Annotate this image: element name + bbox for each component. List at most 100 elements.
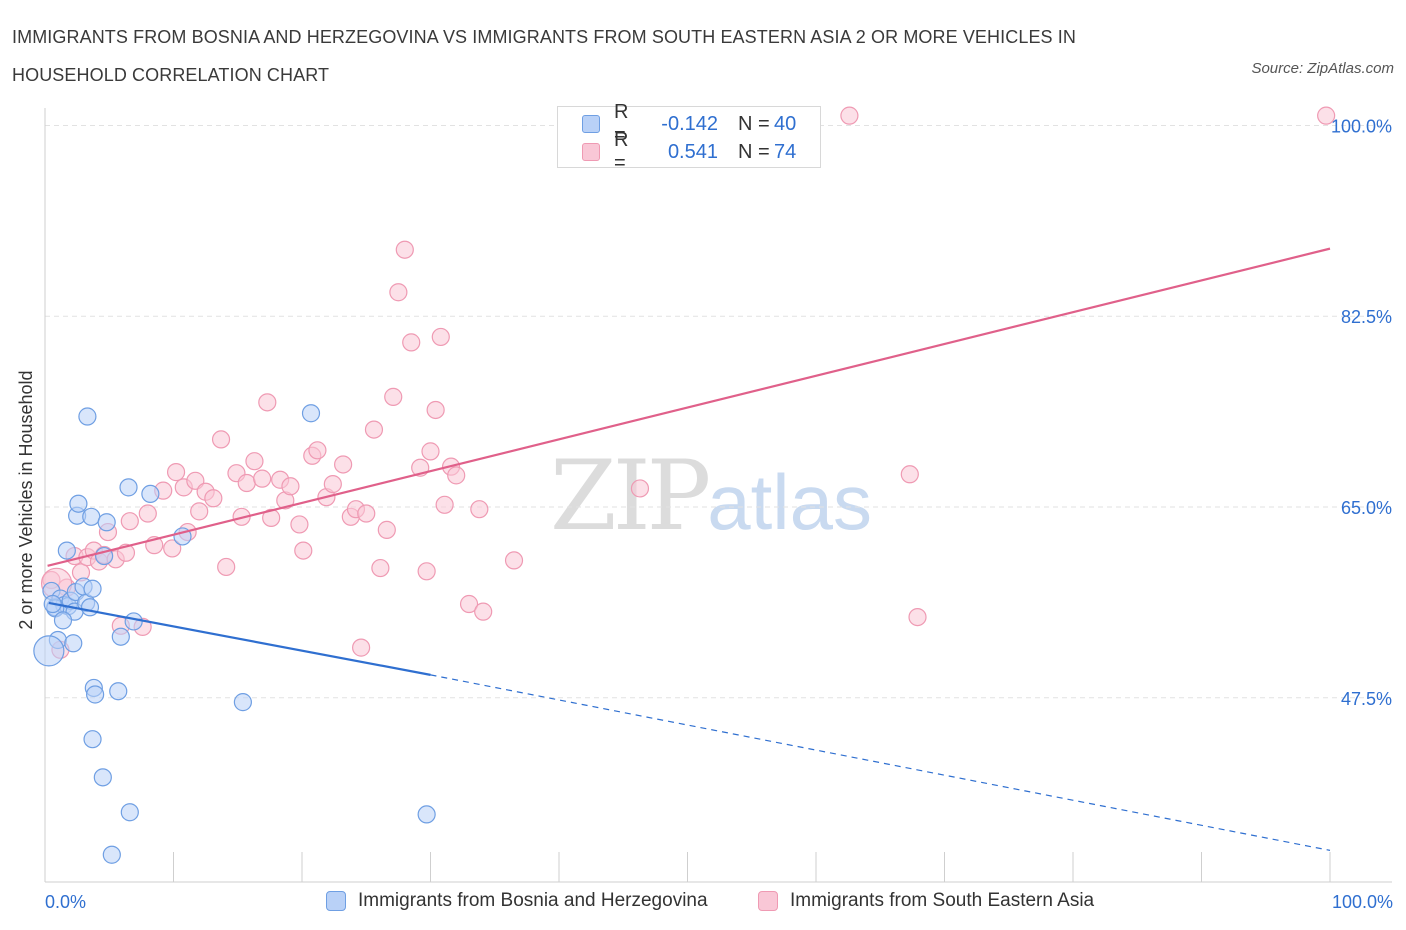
sea-point: [426, 400, 445, 420]
bosnia-point: [109, 682, 128, 701]
sea-point: [166, 463, 186, 482]
n-value: 74: [774, 140, 797, 163]
sea-point: [402, 333, 421, 352]
bosnia-point: [78, 407, 97, 426]
series-legend: Immigrants from Bosnia and Herzegovina I…: [0, 886, 1406, 918]
sea-point: [474, 602, 493, 621]
pink-swatch: [758, 891, 778, 911]
bosnia-point: [301, 404, 321, 423]
y-axis-title: 2 or more Vehicles in Household: [16, 370, 36, 629]
bosnia-point: [93, 768, 112, 787]
r-value: -0.142: [661, 112, 718, 135]
sea-point: [290, 515, 309, 534]
x-tick-label: 100.0%: [1332, 892, 1393, 912]
sea-point: [377, 520, 396, 539]
bosnia-point: [141, 484, 160, 504]
sea-point: [323, 474, 342, 494]
legend-item-sea[interactable]: Immigrants from South Eastern Asia: [758, 890, 1094, 912]
sea-point: [470, 500, 489, 519]
stats-legend: R = -0.142 N = 40 R = 0.541 N = 74: [557, 101, 821, 174]
bosnia-point: [233, 693, 252, 712]
sea-point: [459, 594, 479, 614]
bosnia-point: [64, 634, 83, 653]
sea-point: [384, 387, 403, 406]
legend-label: Immigrants from South Eastern Asia: [790, 890, 1095, 911]
y-tick-label: 65.0%: [1341, 498, 1392, 518]
sea-point: [334, 455, 353, 474]
sea-point: [245, 452, 264, 471]
sea-point: [204, 489, 223, 508]
bosnia-point: [33, 635, 65, 667]
sea-point: [163, 539, 182, 558]
sea-point: [294, 541, 313, 560]
sea-point: [258, 393, 277, 412]
sea-point: [308, 441, 327, 460]
sea-point: [395, 240, 414, 259]
blue-swatch: [582, 115, 600, 133]
bosnia-point: [111, 627, 130, 646]
bosnia-point: [86, 685, 105, 704]
bosnia-point: [80, 598, 100, 617]
bosnia-point: [119, 478, 138, 497]
sea-point: [237, 473, 256, 493]
watermark-zip: ZIP: [550, 440, 711, 552]
sea-point: [253, 469, 272, 488]
pink-swatch: [582, 143, 600, 161]
sea-point: [504, 551, 524, 570]
bosnia-point: [82, 507, 101, 526]
bosnia-trend-extension: [430, 674, 1331, 851]
bosnia-point: [120, 803, 139, 822]
blue-swatch: [326, 891, 346, 911]
r-label: R =: [614, 129, 629, 174]
sea-point: [435, 495, 454, 514]
chart-title: IMMIGRANTS FROM BOSNIA AND HERZEGOVINA V…: [12, 27, 1076, 85]
sea-point: [217, 557, 236, 577]
sea-point: [371, 558, 390, 578]
sea-point: [262, 508, 281, 527]
sea-point: [389, 283, 408, 302]
sea-point: [120, 512, 139, 531]
legend-item-bosnia[interactable]: Immigrants from Bosnia and Herzegovina: [326, 890, 708, 912]
y-tick-label: 47.5%: [1341, 689, 1392, 709]
y-tick-label: 100.0%: [1331, 116, 1392, 136]
source-credit: Source: ZipAtlas.com: [1251, 60, 1394, 77]
sea-point: [630, 479, 650, 498]
sea-point: [190, 502, 209, 521]
sea-point: [138, 504, 157, 523]
bosnia-point: [83, 730, 102, 749]
sea-point: [431, 327, 450, 347]
sea-point: [281, 477, 300, 496]
sea-point: [908, 607, 927, 627]
r-value: 0.541: [667, 140, 718, 163]
bosnia-point: [57, 541, 76, 560]
watermark: ZIPatlas: [550, 440, 872, 552]
stats-row-bosnia: R = -0.142 N = 40: [582, 101, 797, 146]
sea-point: [840, 106, 859, 125]
sea-point: [417, 562, 436, 581]
n-label: N =: [738, 140, 770, 163]
sea-point: [364, 420, 384, 439]
y-tick-label: 82.5%: [1341, 307, 1392, 327]
bosnia-point: [83, 579, 102, 598]
sea-point: [211, 430, 231, 449]
watermark-atlas: atlas: [707, 458, 872, 546]
x-tick-label: 0.0%: [45, 892, 86, 912]
sea-trend-line: [47, 247, 1331, 567]
n-label: N =: [738, 112, 770, 135]
sea-point: [357, 504, 376, 523]
bosnia-point: [417, 805, 436, 824]
bosnia-point: [102, 845, 121, 864]
bosnia-point: [69, 494, 88, 513]
r-label: R =: [614, 101, 629, 146]
bosnia-point: [124, 612, 143, 631]
sea-point: [1317, 106, 1336, 125]
sea-point: [900, 465, 919, 484]
sea-point: [352, 638, 371, 657]
sea-point: [447, 466, 466, 485]
n-value: 40: [774, 112, 797, 135]
stats-row-sea: R = 0.541 N = 74: [582, 129, 797, 174]
bosnia-point: [53, 611, 73, 630]
legend-label: Immigrants from Bosnia and Herzegovina: [358, 890, 708, 911]
bosnia-trend-line: [48, 601, 431, 676]
